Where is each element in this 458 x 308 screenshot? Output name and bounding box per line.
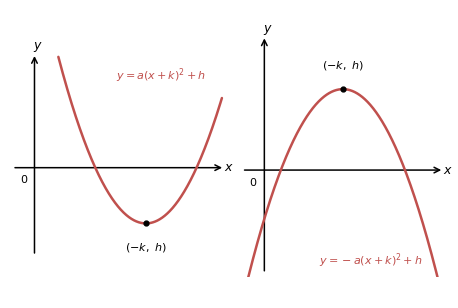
Text: 0: 0 — [21, 175, 27, 185]
Text: $x$: $x$ — [443, 164, 453, 176]
Text: 0: 0 — [249, 178, 256, 188]
Text: $y = -a(x + k)^2 + h$: $y = -a(x + k)^2 + h$ — [319, 251, 423, 270]
Text: $x$: $x$ — [224, 161, 234, 174]
Text: $y$: $y$ — [263, 23, 273, 37]
Text: $y$: $y$ — [33, 40, 43, 54]
Text: $y = a(x + k)^2 + h$: $y = a(x + k)^2 + h$ — [115, 66, 206, 85]
Text: $(-k,\ h)$: $(-k,\ h)$ — [322, 59, 364, 72]
Text: $(-k,\ h)$: $(-k,\ h)$ — [125, 241, 167, 253]
